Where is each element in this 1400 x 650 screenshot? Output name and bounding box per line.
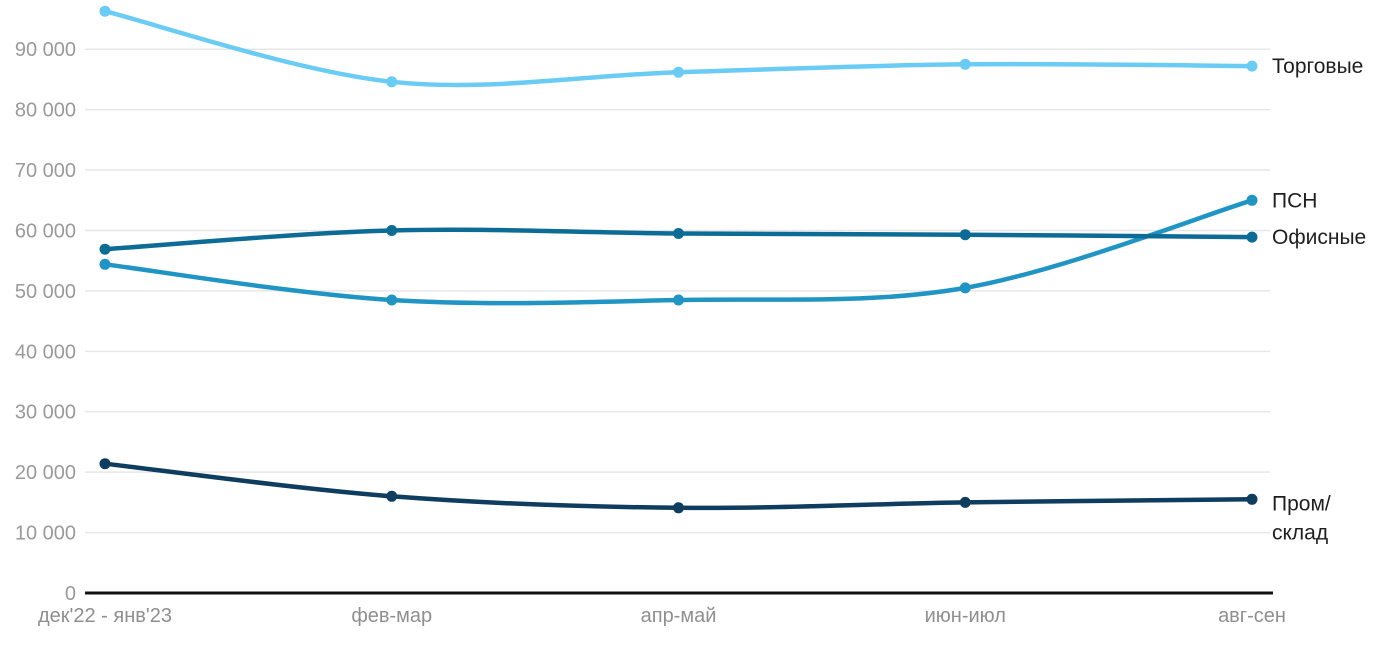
series-point[interactable] (99, 258, 111, 270)
y-tick-label: 10 000 (15, 523, 76, 545)
series-point[interactable] (386, 294, 398, 306)
x-tick-label: апр-май (641, 605, 717, 627)
series-label: склад (1272, 521, 1328, 544)
series-line-пром-склад (102, 461, 1255, 511)
series-label: Пром/ (1272, 492, 1331, 515)
series-point[interactable] (1246, 493, 1258, 505)
series-point[interactable] (959, 496, 971, 508)
series-point[interactable] (1246, 231, 1258, 243)
y-tick-label: 90 000 (15, 39, 76, 61)
series-point[interactable] (959, 282, 971, 294)
y-tick-label: 70 000 (15, 160, 76, 182)
x-tick-label: июн-июл (925, 605, 1006, 627)
series-label: Офисные (1272, 226, 1366, 249)
x-tick-label: фев-мар (351, 605, 432, 627)
series-point[interactable] (386, 76, 398, 88)
series-point[interactable] (959, 58, 971, 70)
series-point[interactable] (99, 458, 111, 470)
series-point[interactable] (959, 229, 971, 241)
series-point[interactable] (1246, 60, 1258, 72)
y-tick-label: 80 000 (15, 100, 76, 122)
series-point[interactable] (386, 225, 398, 236)
series-point[interactable] (673, 502, 684, 514)
series-point[interactable] (673, 294, 684, 306)
series-label: ПСН (1272, 189, 1317, 212)
series-point[interactable] (673, 228, 684, 239)
y-tick-label: 50 000 (15, 281, 76, 303)
series-point[interactable] (99, 243, 111, 255)
y-tick-label: 40 000 (15, 341, 76, 363)
series-point[interactable] (1246, 194, 1258, 206)
y-tick-label: 0 (65, 583, 76, 605)
series-point[interactable] (386, 490, 398, 502)
y-tick-label: 60 000 (15, 220, 76, 242)
series-line-псн (102, 198, 1255, 306)
y-tick-label: 20 000 (15, 462, 76, 484)
series-point[interactable] (99, 5, 111, 17)
series-point[interactable] (673, 66, 684, 78)
y-tick-label: 30 000 (15, 402, 76, 424)
series-label: Торговые (1272, 55, 1363, 78)
x-tick-label: дек'22 - янв'23 (38, 605, 172, 627)
x-tick-label: авг-сен (1218, 605, 1286, 627)
